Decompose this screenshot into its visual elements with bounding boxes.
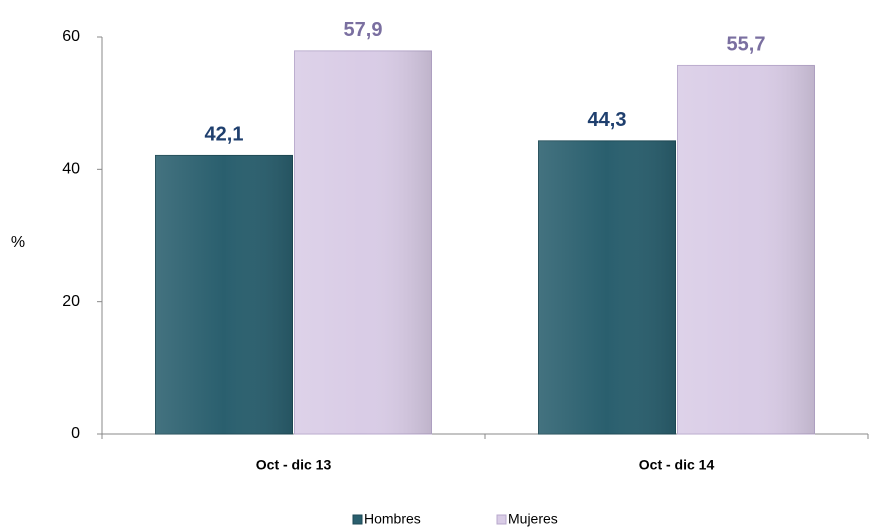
- x-tick-label: Oct - dic 14: [639, 457, 715, 473]
- bar-shade: [677, 65, 815, 435]
- legend-swatch: [352, 514, 363, 525]
- bar-shade: [294, 50, 432, 435]
- bar-shade: [155, 155, 293, 434]
- legend-swatch: [496, 514, 507, 525]
- x-tick-label: Oct - dic 13: [256, 457, 332, 473]
- value-label: 57,9: [344, 19, 383, 41]
- y-tick-label: 0: [71, 425, 80, 442]
- bar-shade: [538, 140, 676, 435]
- value-label: 44,3: [588, 109, 627, 131]
- y-axis-label: %: [11, 234, 25, 251]
- legend-label: Mujeres: [508, 511, 558, 527]
- y-tick-label: 60: [62, 28, 80, 45]
- legend-label: Hombres: [364, 511, 421, 527]
- y-tick-label: 20: [62, 293, 80, 310]
- y-tick-label: 40: [62, 161, 80, 178]
- value-label: 42,1: [205, 124, 244, 146]
- value-label: 55,7: [727, 34, 766, 56]
